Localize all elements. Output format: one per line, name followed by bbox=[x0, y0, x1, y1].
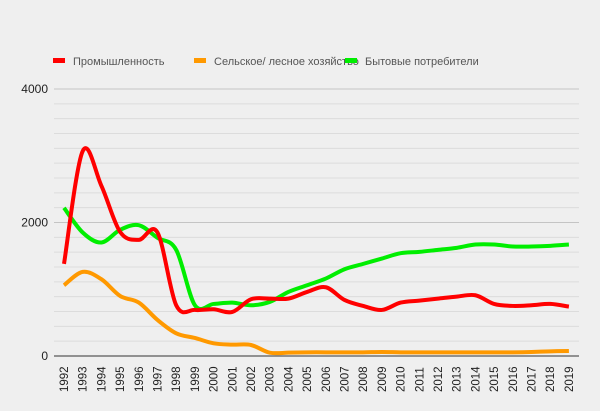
x-tick-label: 2013 bbox=[452, 366, 464, 392]
x-tick-label: 1997 bbox=[153, 366, 165, 392]
x-tick-label: 1994 bbox=[96, 366, 108, 392]
legend: Промышленность Сельское/ лесное хозяйство… bbox=[53, 56, 479, 68]
y-axis-ticks: 0 2000 4000 bbox=[21, 82, 48, 363]
x-tick-label: 2017 bbox=[527, 366, 539, 392]
legend-label: Промышленность bbox=[73, 56, 165, 68]
y-tick-label: 0 bbox=[41, 349, 48, 363]
gridlines bbox=[54, 88, 579, 342]
series-line-1 bbox=[62, 269, 569, 356]
x-tick-label: 2005 bbox=[302, 366, 314, 392]
series-lines bbox=[62, 146, 570, 356]
x-tick-label: 2016 bbox=[508, 366, 520, 392]
x-tick-label: 1993 bbox=[78, 366, 90, 392]
x-tick-label: 2012 bbox=[433, 366, 445, 392]
legend-swatch bbox=[345, 58, 357, 63]
legend-item[interactable]: Промышленность bbox=[53, 56, 165, 68]
legend-item[interactable]: Сельское/ лесное хозяйство bbox=[194, 56, 359, 68]
x-tick-label: 2010 bbox=[396, 366, 408, 392]
x-tick-label: 2001 bbox=[227, 366, 239, 392]
legend-swatch bbox=[53, 58, 65, 63]
legend-label: Сельское/ лесное хозяйство bbox=[214, 56, 359, 68]
x-tick-label: 1996 bbox=[134, 366, 146, 392]
x-tick-label: 2006 bbox=[321, 366, 333, 392]
legend-label: Бытовые потребители bbox=[365, 56, 479, 68]
series-line-0 bbox=[62, 146, 570, 315]
x-tick-label: 2018 bbox=[545, 366, 557, 392]
x-tick-label: 2009 bbox=[377, 366, 389, 392]
legend-item[interactable]: Бытовые потребители bbox=[345, 56, 479, 68]
x-tick-label: 2003 bbox=[265, 366, 277, 392]
legend-swatch bbox=[194, 58, 206, 63]
x-tick-label: 2007 bbox=[340, 366, 352, 392]
x-tick-label: 2002 bbox=[246, 366, 258, 392]
x-tick-label: 2008 bbox=[358, 366, 370, 392]
x-tick-label: 2000 bbox=[209, 366, 221, 392]
x-tick-label: 2015 bbox=[489, 366, 501, 392]
y-tick-label: 4000 bbox=[21, 82, 48, 96]
x-tick-label: 1995 bbox=[115, 366, 127, 392]
x-tick-label: 2011 bbox=[414, 367, 426, 392]
x-tick-label: 1999 bbox=[190, 366, 202, 392]
x-tick-label: 1998 bbox=[171, 366, 183, 392]
x-tick-label: 2004 bbox=[283, 366, 295, 392]
y-tick-label: 2000 bbox=[21, 216, 48, 230]
x-tick-label: 2014 bbox=[470, 366, 482, 392]
x-tick-label: 1992 bbox=[59, 366, 71, 392]
x-tick-label: 2019 bbox=[564, 366, 576, 392]
x-axis-ticks: 1992 1993 1994 1995 1996 1997 1998 1999 2000 2001… bbox=[59, 366, 576, 392]
